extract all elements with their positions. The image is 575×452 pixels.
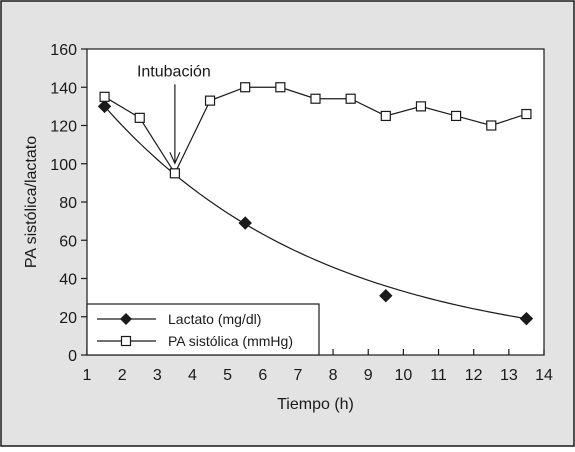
x-axis-label: Tiempo (h)	[277, 396, 354, 413]
lactato-point	[519, 311, 534, 326]
y-tick-label: 80	[59, 195, 77, 212]
pa-sistolica-point	[134, 112, 145, 123]
x-tick-label: 1	[83, 367, 92, 384]
x-tick-label: 5	[223, 367, 232, 384]
y-tick-label: 160	[50, 42, 77, 59]
x-tick-label: 10	[394, 367, 412, 384]
pa-sistolica-point	[99, 91, 110, 102]
y-tick-label: 0	[68, 348, 77, 365]
pa-sistolica-point	[204, 95, 216, 106]
pa-sistolica-point	[345, 93, 356, 104]
y-axis-label: PA sistólica/lactato	[23, 136, 40, 268]
legend-marker-pa-sistolica	[120, 335, 132, 347]
y-tick-label: 140	[50, 80, 77, 97]
lactato-point	[379, 289, 393, 303]
pa-sistolica-point	[169, 168, 180, 179]
x-tick-label: 13	[500, 367, 518, 384]
x-tick-label: 14	[535, 367, 553, 384]
pa-sistolica-point	[310, 93, 321, 104]
lactato-point	[97, 99, 112, 114]
x-axis-ticks: 1 2 3 4 5 6 7 8 9 10 11 12 13 14	[83, 349, 553, 384]
y-tick-label: 120	[50, 119, 77, 136]
pa-sistolica-point	[451, 110, 462, 122]
y-tick-label: 40	[59, 272, 77, 289]
y-tick-label: 60	[59, 233, 77, 250]
y-tick-label: 100	[50, 157, 77, 174]
lactato-point	[238, 216, 252, 230]
legend-box	[86, 303, 320, 356]
x-tick-label: 8	[329, 367, 338, 384]
x-tick-label: 7	[293, 367, 302, 384]
x-tick-label: 12	[465, 367, 483, 384]
x-tick-label: 6	[258, 367, 267, 384]
legend-marker-lactato	[120, 313, 132, 325]
x-tick-label: 3	[153, 367, 162, 384]
pa-sistolica-point	[486, 120, 497, 131]
legend: Lactato (mg/dl) PA sistólica (mmHg)	[86, 303, 320, 356]
pa-sistolica-point	[415, 101, 427, 112]
x-tick-label: 2	[118, 367, 127, 384]
x-tick-label: 9	[364, 367, 373, 384]
pa-sistolica-point	[380, 110, 391, 122]
annotation-arrow-head	[169, 152, 181, 165]
legend-label: PA sistólica (mmHg)	[168, 333, 293, 349]
annotation-layer: Intubación	[137, 63, 211, 165]
annotation-label: Intubación	[137, 63, 211, 80]
pa-sistolica-point	[240, 82, 251, 93]
y-axis-ticks: 0 20 40 60 80 100 120 140 160	[50, 42, 87, 365]
pa-sistolica-point	[275, 82, 286, 93]
x-tick-label: 11	[430, 367, 447, 384]
series-layer	[97, 82, 534, 326]
x-tick-label: 4	[188, 367, 197, 384]
legend-label: Lactato (mg/dl)	[168, 311, 261, 327]
y-tick-label: 20	[59, 310, 77, 327]
pa-sistolica-point	[521, 108, 532, 120]
